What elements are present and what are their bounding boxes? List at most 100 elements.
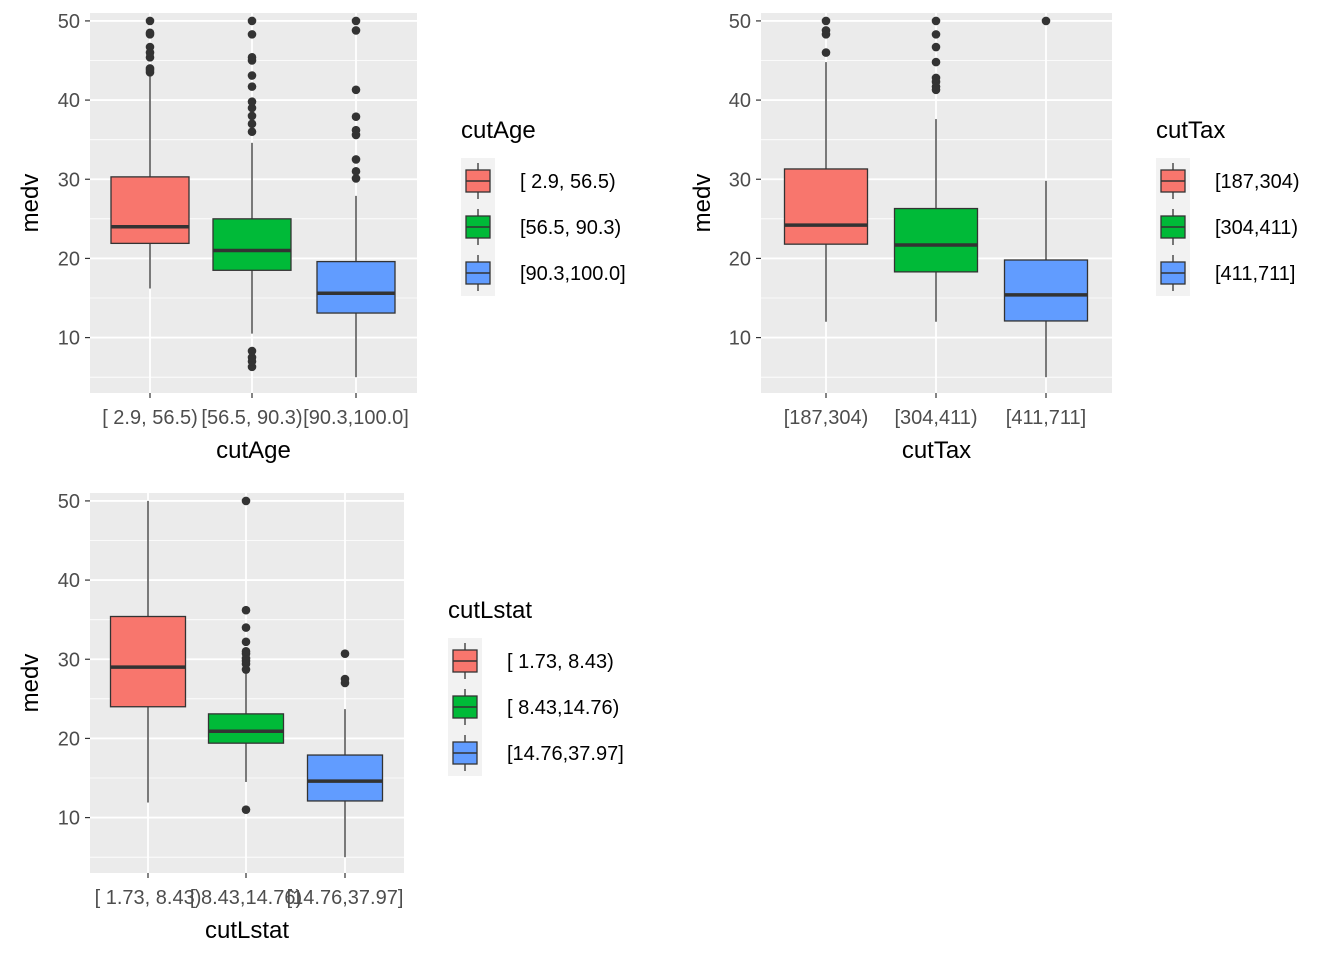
box-iqr xyxy=(1003,259,1089,322)
outlier-point xyxy=(351,16,361,26)
outlier-point xyxy=(931,73,941,83)
outlier-point xyxy=(241,496,251,506)
x-axis-title: cutAge xyxy=(216,437,291,464)
y-tick-label: 40 xyxy=(729,90,751,112)
outlier-point xyxy=(340,674,350,684)
outlier-point xyxy=(247,353,257,362)
y-tick-label: 40 xyxy=(58,90,80,112)
legend-title: cutLstat xyxy=(448,597,532,624)
outlier-point xyxy=(351,112,361,122)
x-tick-label: [411,711] xyxy=(1006,407,1086,429)
outlier-point xyxy=(247,127,257,137)
y-tick-label: 20 xyxy=(58,728,80,750)
outlier-point xyxy=(1041,16,1051,26)
legend-label: [56.5, 90.3) xyxy=(520,217,621,239)
outlier-point xyxy=(247,103,257,113)
outlier-point xyxy=(247,119,257,129)
x-tick-label: [ 1.73, 8.43) xyxy=(95,887,202,909)
outlier-point xyxy=(145,42,155,52)
outlier-point xyxy=(931,42,941,52)
outlier-point xyxy=(247,30,257,39)
y-tick-label: 50 xyxy=(729,11,751,33)
box-iqr xyxy=(212,218,292,271)
outlier-point xyxy=(145,28,155,38)
legend-label: [ 8.43,14.76) xyxy=(507,697,619,719)
box-iqr xyxy=(306,754,384,802)
outlier-point xyxy=(247,111,257,121)
x-tick-label: [90.3,100.0] xyxy=(303,407,409,429)
outlier-point xyxy=(351,174,361,183)
outlier-point xyxy=(351,85,361,95)
y-tick-label: 20 xyxy=(729,248,751,270)
boxplot-1 xyxy=(783,16,869,322)
boxplot-2 xyxy=(212,16,292,372)
outlier-point xyxy=(241,637,251,647)
outlier-point xyxy=(931,57,941,67)
outlier-point xyxy=(351,167,361,176)
outlier-point xyxy=(241,605,251,615)
box-iqr xyxy=(316,260,396,314)
box-iqr xyxy=(783,168,869,245)
outlier-point xyxy=(247,71,257,80)
boxplot-2 xyxy=(893,16,979,322)
x-axis-title: cutTax xyxy=(902,437,971,464)
outlier-point xyxy=(247,16,257,26)
boxplot-1 xyxy=(110,16,190,289)
legend-title: cutTax xyxy=(1156,117,1225,144)
outlier-point xyxy=(931,30,941,39)
y-tick-label: 40 xyxy=(58,570,80,592)
y-axis-title: medv xyxy=(17,174,44,233)
outlier-point xyxy=(821,48,831,57)
x-tick-label: [304,411) xyxy=(894,407,977,429)
outlier-point xyxy=(340,649,350,659)
outlier-point xyxy=(351,26,361,35)
y-axis-title: medv xyxy=(17,654,44,713)
y-tick-label: 10 xyxy=(729,328,751,350)
outlier-point xyxy=(241,623,251,632)
outlier-point xyxy=(351,155,361,164)
boxplot-3 xyxy=(316,16,396,378)
y-axis-title: medv xyxy=(689,174,716,233)
box-iqr xyxy=(893,207,979,273)
x-tick-label: [14.76,37.97] xyxy=(287,887,404,909)
legend-label: [90.3,100.0] xyxy=(520,263,626,285)
y-tick-label: 30 xyxy=(58,649,80,671)
y-tick-label: 30 xyxy=(58,169,80,191)
box-iqr xyxy=(110,176,190,245)
boxplot-3 xyxy=(1003,16,1089,378)
outlier-point xyxy=(241,805,251,814)
outlier-point xyxy=(931,16,941,26)
legend: cutTax [187,304) [304,411) [411,711] xyxy=(1156,117,1300,296)
x-axis-title: cutLstat xyxy=(205,917,289,944)
chart-panel-2: 10 20 30 40 50 [187,304) [304,411) [411,711] cut… xyxy=(689,11,1300,464)
outlier-point xyxy=(351,125,361,135)
legend: cutLstat [ 1.73, 8.43) [ 8.43,14.76) [14.76… xyxy=(448,597,624,776)
legend-label: [14.76,37.97] xyxy=(507,743,624,765)
boxplot-1 xyxy=(109,500,187,803)
legend-label: [187,304) xyxy=(1215,171,1300,193)
boxplot-3 xyxy=(306,649,384,858)
legend-title: cutAge xyxy=(461,117,536,144)
x-tick-label: [187,304) xyxy=(784,407,869,429)
outlier-point xyxy=(247,346,257,356)
y-tick-label: 20 xyxy=(58,248,80,270)
legend-label: [304,411) xyxy=(1215,217,1298,239)
outlier-point xyxy=(145,64,155,73)
outlier-point xyxy=(247,53,257,62)
outlier-point xyxy=(241,647,251,656)
x-tick-label: [ 8.43,14.76) xyxy=(190,887,302,909)
box-iqr xyxy=(207,713,285,744)
y-tick-label: 10 xyxy=(58,328,80,350)
legend: cutAge [ 2.9, 56.5) [56.5, 90.3) [90.3,100.… xyxy=(461,117,626,296)
outlier-point xyxy=(821,26,831,35)
x-tick-label: [56.5, 90.3) xyxy=(201,407,302,429)
legend-label: [ 1.73, 8.43) xyxy=(507,651,614,673)
y-tick-label: 30 xyxy=(729,169,751,191)
y-tick-label: 50 xyxy=(58,11,80,33)
y-tick-label: 50 xyxy=(58,491,80,513)
outlier-point xyxy=(821,16,831,26)
boxplot-2 xyxy=(207,496,285,814)
